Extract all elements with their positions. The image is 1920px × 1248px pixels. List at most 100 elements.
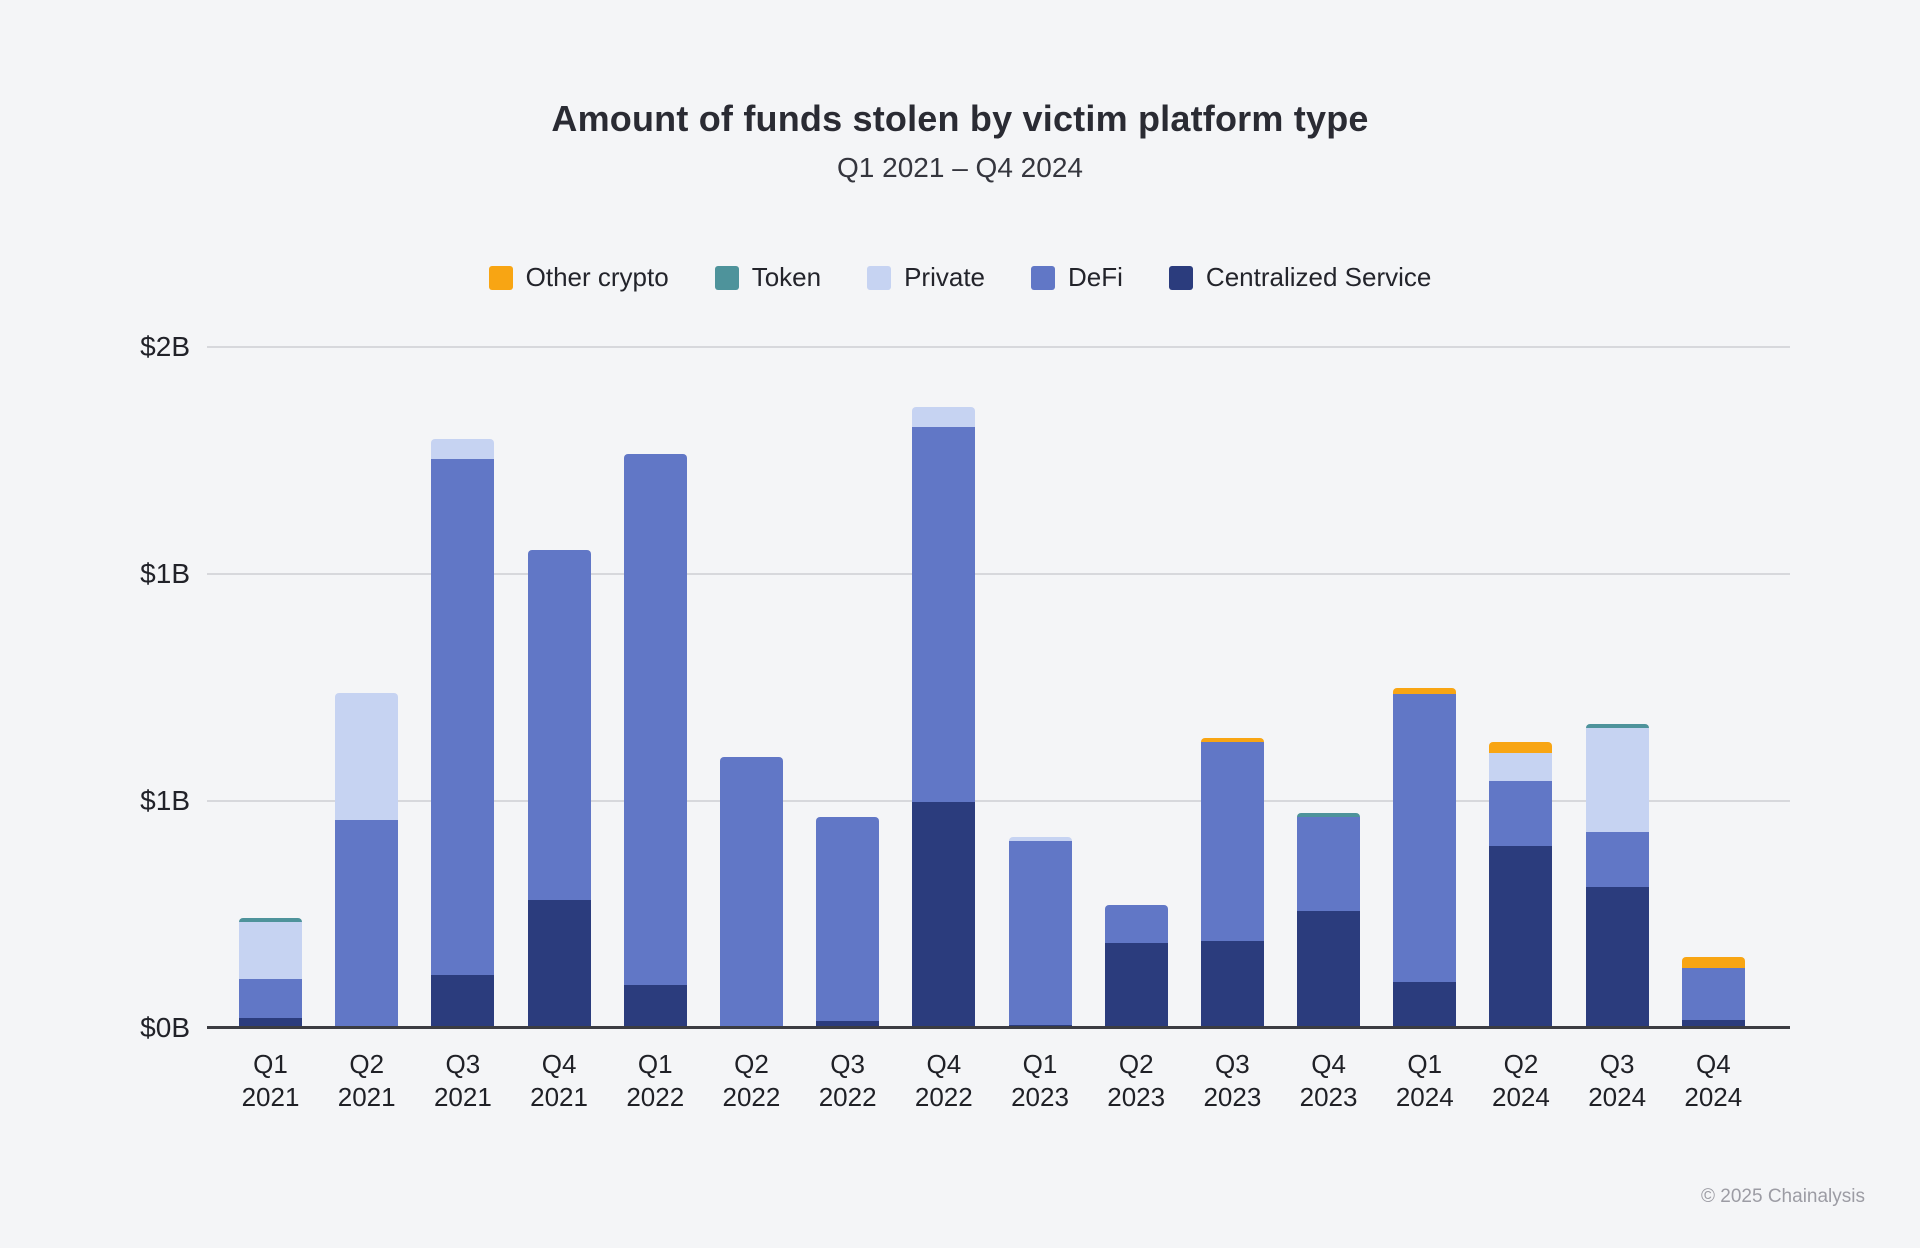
bar-segment-defi bbox=[816, 816, 880, 1022]
bar-segment-defi bbox=[431, 459, 495, 976]
x-tick-label: Q4 2021 bbox=[530, 1049, 588, 1112]
legend-item-private: Private bbox=[867, 262, 985, 293]
x-tick-label: Q4 2023 bbox=[1299, 1049, 1358, 1112]
legend-swatch-token bbox=[714, 265, 739, 290]
bar-segment-defi bbox=[1297, 816, 1361, 911]
legend-item-other-crypto: Other crypto bbox=[488, 262, 669, 293]
bar-segment-defi bbox=[1681, 967, 1745, 1020]
bar-segment-centralized-service bbox=[912, 801, 976, 1028]
bar-segment-token bbox=[1585, 723, 1649, 728]
bar-segment-defi bbox=[239, 978, 302, 1018]
x-tick-label: Q3 2022 bbox=[818, 1049, 877, 1112]
bar-segment-centralized-service bbox=[1297, 910, 1361, 1028]
bar-segment-centralized-service bbox=[239, 1017, 302, 1028]
x-tick-label: Q1 2021 bbox=[241, 1049, 300, 1112]
bar-segment-centralized-service bbox=[1489, 845, 1553, 1028]
bar-group-q1-2021 bbox=[239, 347, 302, 1028]
x-tick-label: Q2 2022 bbox=[722, 1049, 781, 1112]
x-tick-label: Q2 2023 bbox=[1107, 1049, 1166, 1112]
bar-segment-token bbox=[239, 918, 302, 923]
bar-segment-private bbox=[239, 922, 302, 979]
bar-segment-private bbox=[1008, 837, 1072, 841]
bar-segment-private bbox=[335, 692, 399, 821]
chart-title: Amount of funds stolen by victim platfor… bbox=[551, 98, 1369, 139]
x-tick-label: Q3 2021 bbox=[433, 1049, 492, 1112]
legend-label-defi: DeFi bbox=[1068, 262, 1123, 292]
legend-label-centralized-service: Centralized Service bbox=[1205, 262, 1432, 292]
legend-swatch-private bbox=[867, 265, 892, 290]
x-tick-label: Q4 2022 bbox=[914, 1049, 973, 1112]
bar-segment-defi bbox=[1489, 781, 1553, 846]
bar-segment-defi bbox=[1008, 840, 1072, 1025]
legend-item-defi: DeFi bbox=[1031, 262, 1123, 293]
copyright-note: © 2025 Chainalysis bbox=[1701, 1186, 1865, 1207]
bar-group-q3-2022 bbox=[816, 347, 880, 1028]
x-tick-label: Q1 2022 bbox=[626, 1049, 685, 1112]
y-tick-label: $1B bbox=[140, 785, 190, 816]
bar-segment-defi bbox=[1104, 905, 1168, 943]
bar-segment-other-crypto bbox=[1489, 742, 1553, 754]
bar-segment-defi bbox=[527, 549, 591, 901]
x-axis-baseline bbox=[207, 1026, 1790, 1029]
bar-segment-centralized-service bbox=[1393, 982, 1457, 1028]
y-tick-label: $1B bbox=[140, 558, 190, 590]
bar-segment-centralized-service bbox=[431, 975, 495, 1028]
bar-group-q3-2023 bbox=[1200, 347, 1264, 1028]
bar-segment-defi bbox=[719, 757, 783, 1028]
y-tick-label: $0B bbox=[140, 1012, 190, 1043]
gridline bbox=[207, 800, 1790, 802]
bar-group-q2-2023 bbox=[1104, 347, 1168, 1028]
bar-segment-defi bbox=[912, 427, 976, 802]
legend-swatch-defi bbox=[1031, 265, 1056, 290]
chart-legend: Other crypto Token Private DeFi Centrali… bbox=[0, 262, 1920, 293]
bar-group-q1-2024 bbox=[1393, 347, 1457, 1028]
bar-segment-token bbox=[1297, 812, 1361, 817]
bar-group-q1-2023 bbox=[1008, 347, 1072, 1028]
bar-group-q2-2024 bbox=[1489, 347, 1553, 1028]
bar-segment-defi bbox=[335, 820, 399, 1028]
bar-segment-private bbox=[1585, 727, 1649, 833]
bar-segment-centralized-service bbox=[623, 985, 687, 1028]
bar-group-q2-2021 bbox=[335, 347, 399, 1028]
bar-group-q2-2022 bbox=[719, 347, 783, 1028]
gridline bbox=[207, 346, 1790, 348]
x-tick-label: Q3 2024 bbox=[1588, 1049, 1647, 1112]
bar-segment-defi bbox=[1393, 694, 1457, 983]
bar-segment-other-crypto bbox=[1200, 737, 1264, 742]
bars-container bbox=[239, 347, 1745, 1028]
legend-item-token: Token bbox=[714, 262, 822, 293]
x-tick-label: Q2 2024 bbox=[1492, 1049, 1550, 1112]
legend-item-centralized-service: Centralized Service bbox=[1168, 262, 1432, 293]
bar-group-q1-2022 bbox=[623, 347, 687, 1028]
bar-segment-private bbox=[431, 438, 495, 460]
bar-group-q3-2024 bbox=[1585, 347, 1649, 1028]
legend-label-private: Private bbox=[904, 262, 986, 292]
bar-group-q4-2024 bbox=[1681, 347, 1745, 1028]
bar-segment-centralized-service bbox=[527, 900, 591, 1028]
bar-segment-other-crypto bbox=[1681, 956, 1745, 968]
x-tick-label: Q2 2021 bbox=[337, 1049, 396, 1112]
bar-segment-centralized-service bbox=[1104, 942, 1168, 1028]
bar-segment-private bbox=[1489, 753, 1553, 782]
gridline bbox=[207, 573, 1790, 576]
bar-group-q4-2023 bbox=[1297, 347, 1361, 1028]
legend-swatch-centralized-service bbox=[1168, 265, 1193, 290]
x-axis-labels: Q1 2021 Q2 2021 Q3 2021 Q4 2021 Q1 2022 Q2 2022 Q3 20… bbox=[239, 1048, 1745, 1114]
bar-segment-defi bbox=[1200, 742, 1264, 942]
bar-segment-other-crypto bbox=[1393, 688, 1457, 695]
bar-group-q4-2021 bbox=[527, 347, 591, 1028]
x-tick-label: Q1 2023 bbox=[1011, 1049, 1069, 1112]
plot-area: $0B $1B $1B $2B bbox=[140, 331, 1790, 1043]
bar-segment-centralized-service bbox=[1200, 941, 1264, 1028]
legend-label-token: Token bbox=[751, 262, 822, 292]
legend-swatch-other-crypto bbox=[488, 265, 513, 290]
bar-segment-centralized-service bbox=[1585, 886, 1649, 1028]
bar-segment-private bbox=[912, 406, 976, 428]
bar-group-q4-2022 bbox=[912, 347, 976, 1028]
x-tick-label: Q3 2023 bbox=[1203, 1049, 1262, 1112]
bar-segment-centralized-service bbox=[816, 1021, 880, 1028]
x-tick-label: Q1 2024 bbox=[1395, 1049, 1454, 1112]
chart-subtitle: Q1 2021 – Q4 2024 bbox=[837, 152, 1083, 183]
x-tick-label: Q4 2024 bbox=[1684, 1049, 1743, 1112]
